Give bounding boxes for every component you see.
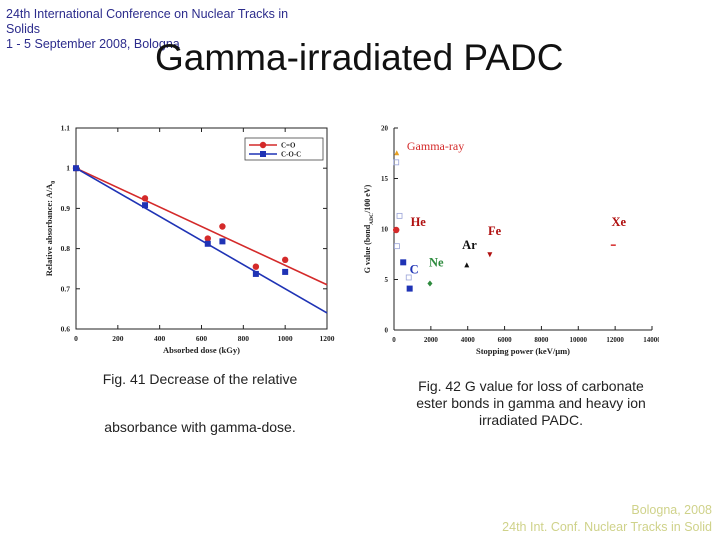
point-c-o [252,263,260,270]
fit-line-c-o-c [75,167,328,314]
fig41-caption-line-1: Fig. 41 Decrease of the relative [102,371,298,387]
y-tick-label: 1.1 [61,124,71,133]
point-c-o [204,235,211,242]
x-tick-label: 4000 [461,336,476,344]
point-c-o-c [282,268,289,275]
open-marker [394,243,400,250]
label-c: C [410,262,419,276]
x-axis-title: Absorbed dose (kGy) [163,345,240,355]
x-tick-label: 1000 [278,334,293,343]
fig42-g-value-chart: 0 2000 4000 6000 8000 10000 12000 14000 0 5 10 15 20… [363,125,659,357]
y-tick-label: 0.6 [61,325,71,334]
legend-marker-c-o [259,141,267,149]
point-ar [464,262,470,268]
header-line-3: 1 - 5 September 2008, Bologna [6,37,180,51]
x-tick-label: 800 [238,334,250,343]
x-tick-label: 14000 [643,336,659,344]
fig41-absorbance-chart: 0 200 400 600 800 1000 1200 0.6 0.7 0.8 0.9 1 1.1 Abs… [44,124,335,356]
label-ar: Ar [462,238,477,252]
y-tick-label: 10 [381,226,389,234]
point-gamma [394,150,400,156]
footer-line-1: Bologna, 2008 [631,503,712,517]
y-tick-label: 0.7 [61,284,71,293]
point-c-o-c [204,240,211,247]
x-tick-label: 8000 [534,336,549,344]
y-tick-label: 0 [385,327,389,335]
point-c-o [219,223,226,230]
x-axis-title: Stopping power (keV/µm) [476,346,570,356]
y-tick-label: 15 [381,175,389,183]
legend-label-c-o-c: C-O-C [281,151,301,159]
y-tick-label: 20 [381,125,389,133]
fit-line-c-o [75,167,328,286]
x-tick-label: 12000 [606,336,624,344]
slide-title: Gamma-irradiated PADC [155,37,564,78]
point-c-2 [406,285,413,292]
point-c-1 [400,259,407,266]
point-c-o-c [252,270,259,277]
footer-line-2: 24th Int. Conf. Nuclear Tracks in Solid [502,520,712,534]
open-marker [405,274,412,281]
fig41-caption-line-2: absorbance with gamma-dose. [104,419,296,435]
y-tick-label: 5 [385,276,389,284]
open-marker [393,159,400,166]
conference-header: 24th International Conference on Nuclear… [6,7,346,52]
fig42-caption: Fig. 42 G value for loss of carbonate es… [416,378,646,428]
point-c-o [141,195,149,202]
x-tick-label: 2000 [424,336,439,344]
x-tick-label: 400 [154,334,166,343]
header-line-1: 24th International Conference on Nuclear… [6,7,289,21]
label-ne: Ne [429,255,444,269]
point-ne [427,280,433,287]
legend-marker-c-o-c [260,151,266,157]
point-c-o [281,256,289,264]
label-gamma-ray: Gamma-ray [407,139,464,153]
y-axis-title: G value (bondADC/100 eV) [363,184,375,273]
x-tick-label: 6000 [498,336,513,344]
label-xe: Xe [611,215,626,229]
legend-label-c-o: C=O [281,142,296,150]
x-tick-label: 10000 [570,336,588,344]
y-axis-title: Relative absorbance: A/A0 [44,181,57,277]
x-tick-label: 0 [392,336,396,344]
x-tick-label: 600 [196,334,208,343]
open-marker [396,212,403,219]
x-tick-label: 1200 [320,334,335,343]
y-tick-label: 0.8 [61,244,71,253]
y-tick-label: 0.9 [61,204,71,213]
point-c-o-c [219,238,226,245]
x-tick-label: 200 [112,334,124,343]
point-he [393,226,400,234]
footer: Bologna, 2008 24th Int. Conf. Nuclear Tr… [502,502,712,536]
header-line-2: Solids [6,22,41,36]
label-fe: Fe [488,224,502,238]
point-c-o-c [142,202,149,209]
x-tick-label: 0 [74,334,78,343]
y-tick-label: 1 [66,164,70,173]
point-c-o-c [73,165,79,172]
point-fe [487,252,493,258]
label-he: He [411,215,427,229]
